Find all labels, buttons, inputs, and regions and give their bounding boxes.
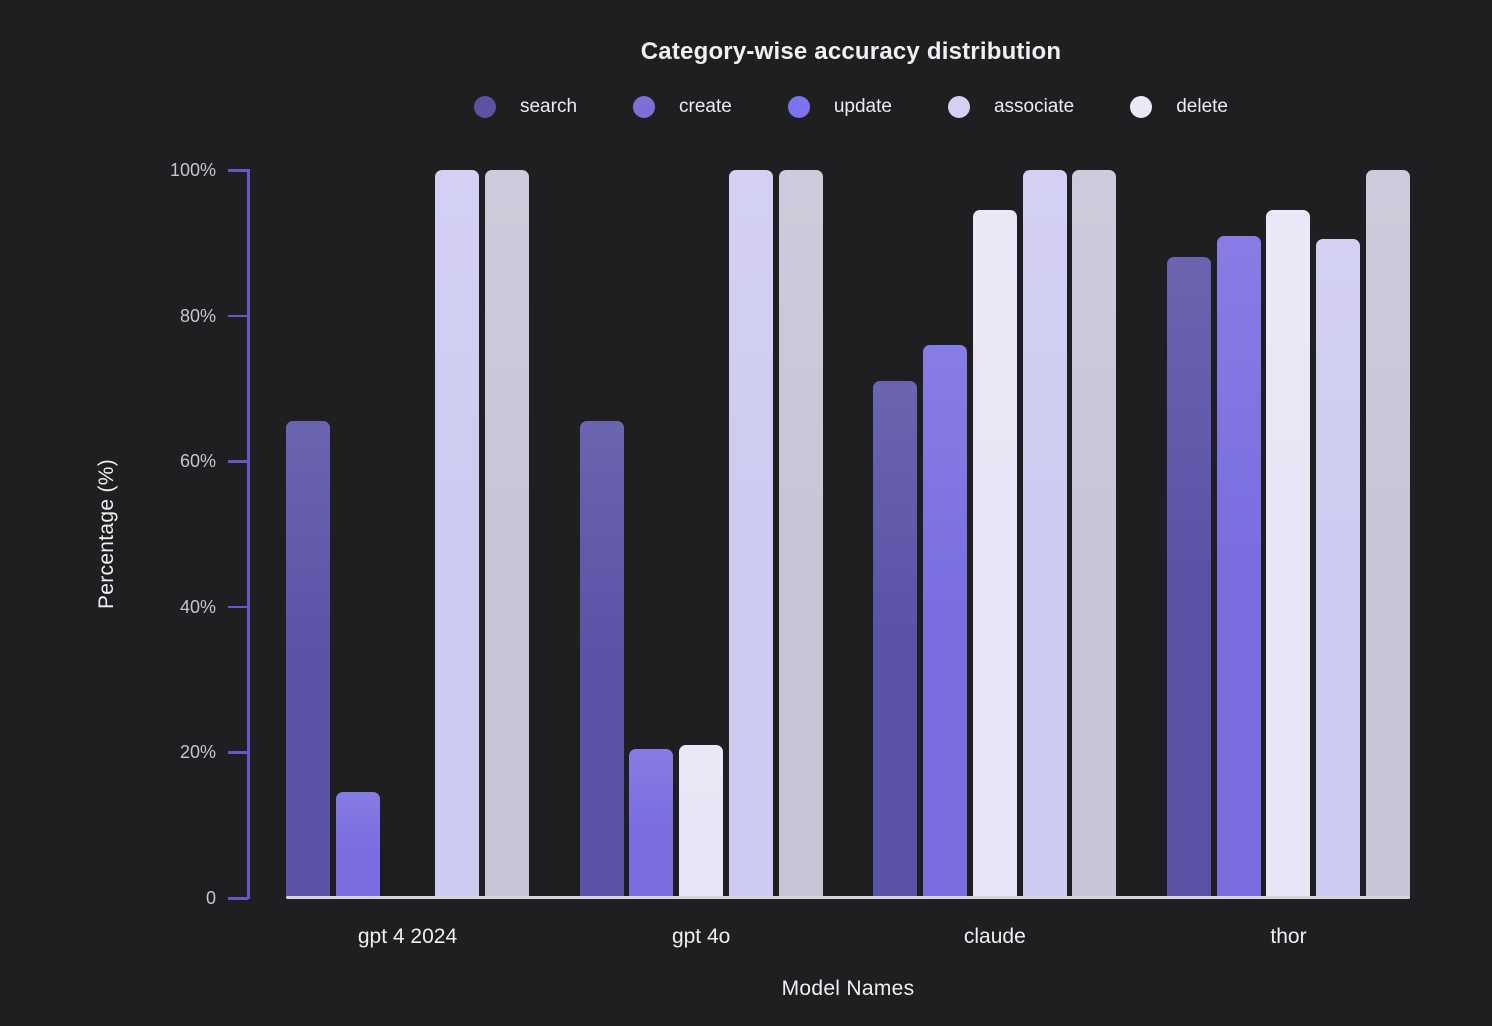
bar-create-gpt-4-2024 [335,792,380,898]
legend-item-create[interactable]: create [633,96,732,118]
y-axis-line [247,169,250,899]
bar-search-thor [1166,257,1211,898]
legend-dot-delete [1130,96,1153,118]
y-tick-label-0: 0 [205,888,216,908]
bar-create-claude [923,344,968,899]
bar-associate-gpt-4-2024 [435,170,480,898]
bar-associate-thor [1316,239,1361,898]
bar-search-gpt-4o [579,421,624,898]
y-tick-label-100: 100% [169,160,216,180]
legend-item-search[interactable]: search [473,96,578,118]
y-tick-label-20: 20% [179,742,216,763]
bar-update-claude [972,210,1017,898]
bar-update-gpt-4o [679,745,724,898]
x-axis-title: Model Names [781,977,915,1000]
legend-label-update: update [833,96,892,117]
bar-search-gpt-4-2024 [286,421,330,898]
y-tick-label-80: 80% [179,305,216,326]
chart-title: Category-wise accuracy distribution [640,38,1062,65]
legend-item-update[interactable]: update [787,96,892,118]
legend-dot-create [633,96,656,118]
y-tick-mark-0 [228,897,248,900]
bar-delete-claude [1072,170,1117,898]
legend-dot-associate [947,96,970,118]
y-tick-label-40: 40% [179,596,216,617]
bar-delete-gpt-4o [778,170,823,898]
bar-group-thor: thor [1166,170,1410,948]
x-axis-line [286,896,1410,899]
x-axis-title-wrap: Model Names [248,977,1410,1001]
legend-dot-update [787,96,810,118]
bar-group-claude: claude [873,170,1117,948]
y-tick-mark-20 [228,751,248,754]
legend-item-associate[interactable]: associate [947,96,1075,118]
legend-label-search: search [519,96,578,117]
legend-item-delete[interactable]: delete [1130,96,1228,118]
chart-header: Category-wise accuracy distribution sear… [270,0,1432,118]
bar-associate-gpt-4o [728,170,773,898]
plot-area: gpt 4 2024 gpt 4o claude thor [248,170,1410,948]
bar-delete-thor [1365,170,1410,898]
x-tick-label-gpt-4-2024: gpt 4 2024 [357,925,458,948]
y-tick-label-60: 60% [179,451,216,472]
x-tick-label-thor: thor [1270,925,1307,948]
y-tick-mark-80 [228,314,248,318]
bar-create-thor [1216,235,1261,899]
legend-label-create: create [679,96,732,117]
x-tick-label-gpt-4o: gpt 4o [671,925,731,948]
bar-delete-gpt-4-2024 [485,170,529,898]
bar-group-gpt-4-2024: gpt 4 2024 [286,170,529,948]
bar-update-thor [1266,210,1311,898]
y-tick-mark-60 [228,460,248,463]
legend-label-delete: delete [1176,96,1229,117]
x-tick-label-claude: claude [963,925,1026,948]
legend-label-associate: associate [993,96,1075,117]
bar-associate-claude [1022,170,1067,898]
y-tick-mark-100 [228,169,248,172]
y-tick-mark-40 [228,605,248,609]
bar-group-gpt-4o: gpt 4o [579,170,823,948]
legend-dot-search [473,96,496,118]
legend: search create update associate delete [270,96,1432,118]
bar-search-claude [873,381,918,898]
bar-create-gpt-4o [629,748,674,899]
y-axis-title: Percentage (%) [95,458,118,610]
